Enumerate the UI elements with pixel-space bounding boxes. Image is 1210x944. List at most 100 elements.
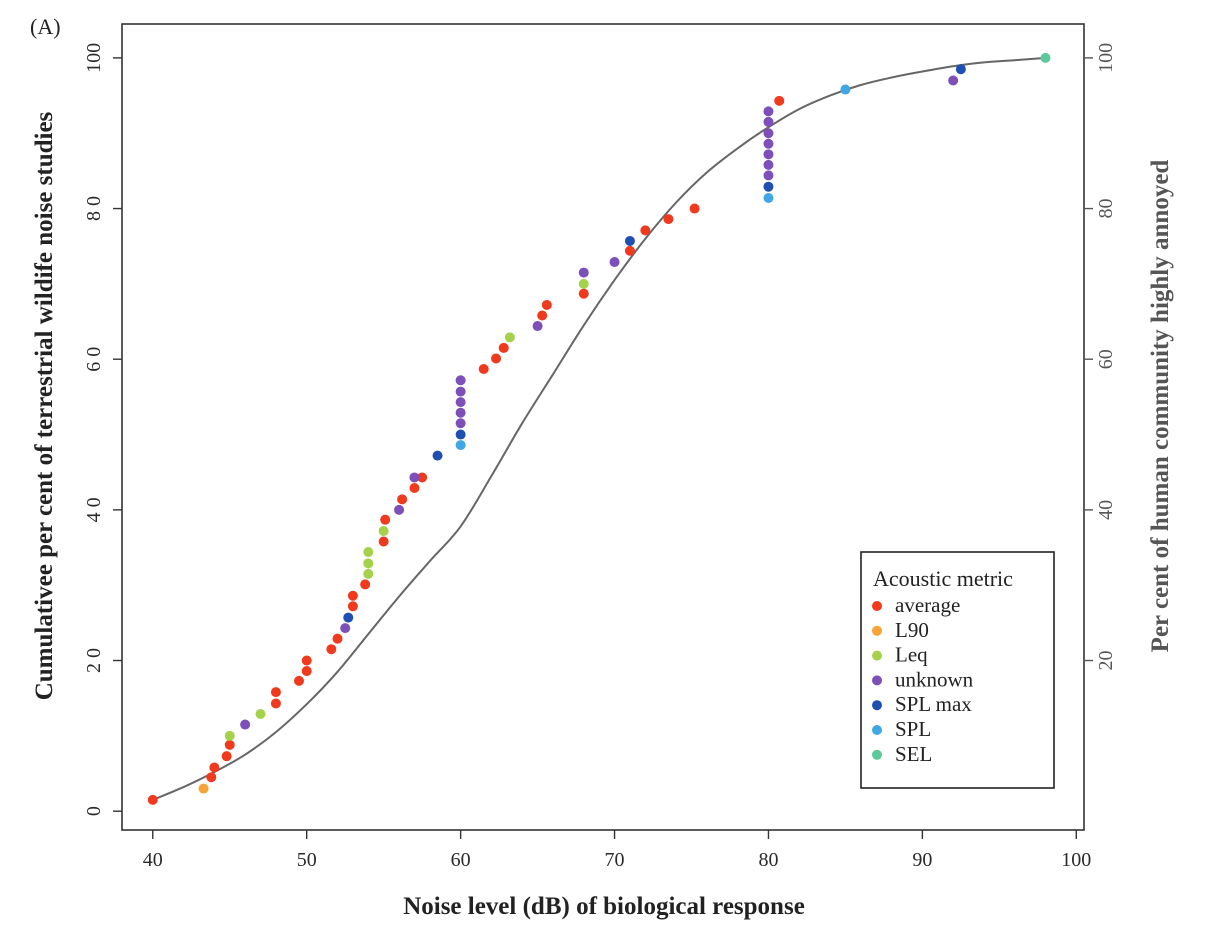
point-average — [206, 772, 217, 783]
x-tick-label: 80 — [758, 849, 778, 871]
legend-label-spl: SPL — [895, 717, 931, 741]
point-unknown — [240, 719, 251, 730]
x-tick-label: 90 — [912, 849, 932, 871]
y2-tick-label: 100 — [1095, 43, 1117, 73]
point-spl-max — [955, 64, 966, 75]
legend-label-leq: Leq — [895, 643, 928, 667]
point-average — [578, 288, 589, 299]
point-unknown — [455, 375, 466, 386]
ticks-layer: 40 50 60 70 80 90 100 0 2 0 4 0 6 0 8 0 100 20 40 60 80 1… — [83, 43, 1117, 871]
point-unknown — [340, 623, 351, 634]
point-unknown — [948, 75, 959, 86]
y2-tick-label: 40 — [1095, 500, 1117, 520]
point-leq — [504, 332, 515, 343]
point-l90 — [198, 783, 209, 794]
point-average — [380, 514, 391, 525]
point-average — [537, 310, 548, 321]
point-average — [360, 579, 371, 590]
legend-marker-average — [872, 601, 882, 611]
logistic-curve — [152, 56, 1046, 801]
y2-tick-label: 20 — [1095, 651, 1117, 671]
point-average — [397, 494, 408, 505]
points-layer — [147, 52, 1051, 805]
point-spl-max — [763, 181, 774, 192]
point-average — [774, 95, 785, 106]
point-leq — [363, 547, 374, 558]
point-spl — [840, 84, 851, 95]
legend: Acoustic metric averageL90LequnknownSPL … — [860, 551, 1055, 789]
point-average — [624, 245, 635, 256]
y-tick-label: 4 0 — [83, 497, 105, 522]
legend-marker-leq — [872, 650, 882, 661]
legend-marker-sel — [872, 749, 882, 760]
point-average — [147, 794, 158, 805]
point-unknown — [455, 407, 466, 418]
point-average — [663, 214, 674, 225]
point-average — [541, 299, 552, 310]
point-average — [270, 698, 281, 709]
point-average — [409, 483, 420, 494]
point-leq — [578, 278, 589, 289]
point-unknown — [609, 257, 620, 268]
point-unknown — [763, 116, 774, 127]
point-unknown — [455, 386, 466, 397]
point-average — [347, 601, 358, 612]
plot-frame — [121, 23, 1085, 831]
point-unknown — [455, 418, 466, 429]
legend-label-spl-max: SPL max — [895, 692, 972, 716]
point-average — [347, 590, 358, 601]
point-spl — [763, 193, 774, 204]
x-tick-label: 100 — [1061, 849, 1091, 871]
legend-marker-spl-max — [872, 700, 882, 711]
point-unknown — [532, 321, 543, 332]
y-tick-label: 2 0 — [83, 648, 105, 673]
point-average — [498, 342, 509, 353]
point-unknown — [763, 138, 774, 149]
panel-label: (A) — [30, 14, 61, 39]
point-average — [224, 739, 235, 750]
point-average — [221, 751, 232, 762]
point-leq — [363, 568, 374, 579]
point-unknown — [763, 106, 774, 117]
y2-axis-label: Per cent of human community highly annoy… — [1147, 160, 1174, 653]
point-average — [378, 536, 389, 547]
point-leq — [378, 525, 389, 536]
y-tick-label: 8 0 — [83, 196, 105, 221]
y-tick-label: 100 — [83, 43, 105, 73]
point-average — [270, 687, 281, 698]
point-spl-max — [455, 429, 466, 440]
legend-label-l90: L90 — [895, 618, 929, 642]
legend-title: Acoustic metric — [873, 566, 1013, 591]
legend-marker-spl — [872, 725, 882, 735]
y-axis-label: Cumulativee per cent of terrestrial wild… — [31, 111, 58, 700]
x-axis-label: Noise level (dB) of biological response — [403, 893, 805, 920]
point-average — [640, 225, 651, 236]
legend-label-unknown: unknown — [895, 667, 974, 691]
point-average — [478, 363, 489, 374]
x-tick-label: 40 — [143, 849, 163, 871]
point-unknown — [763, 149, 774, 160]
point-unknown — [394, 504, 405, 515]
legend-box — [860, 551, 1055, 789]
point-unknown — [578, 267, 589, 278]
point-unknown — [763, 159, 774, 170]
point-unknown — [455, 397, 466, 408]
y-tick-label: 0 — [83, 806, 105, 816]
point-leq — [363, 558, 374, 569]
point-unknown — [763, 170, 774, 181]
point-spl-max — [432, 450, 443, 461]
point-average — [491, 353, 502, 364]
point-unknown — [409, 472, 420, 483]
point-average — [301, 666, 312, 677]
legend-marker-unknown — [872, 675, 882, 686]
point-average — [294, 675, 305, 686]
point-spl-max — [624, 235, 635, 246]
point-average — [326, 644, 337, 655]
point-sel — [1040, 52, 1051, 63]
point-unknown — [763, 128, 774, 139]
legend-marker-l90 — [872, 625, 882, 636]
x-tick-label: 70 — [605, 849, 625, 871]
point-average — [689, 203, 700, 214]
